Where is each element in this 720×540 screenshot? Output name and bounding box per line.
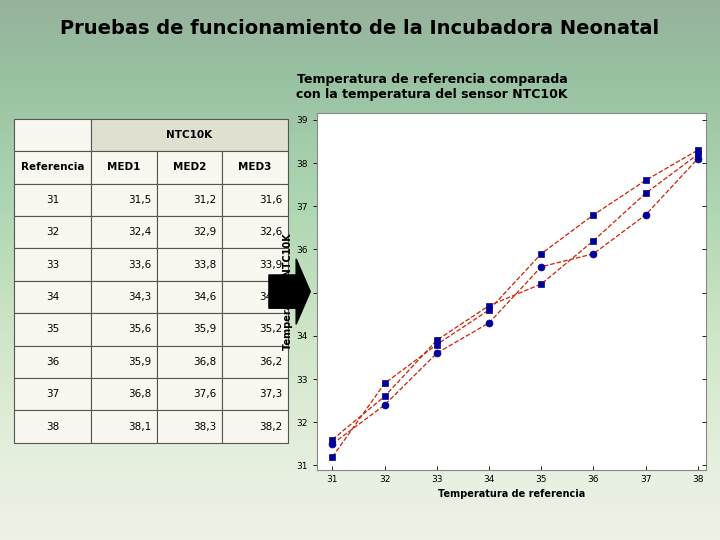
Bar <box>157 248 222 281</box>
Bar <box>222 281 288 313</box>
Text: NTC10K: NTC10K <box>166 130 212 140</box>
X-axis label: Temperatura de referencia: Temperatura de referencia <box>438 489 585 499</box>
Text: 36,8: 36,8 <box>194 357 217 367</box>
Text: 34,3: 34,3 <box>128 292 151 302</box>
Text: 31,5: 31,5 <box>128 195 151 205</box>
Text: 33,9: 33,9 <box>259 260 282 269</box>
Bar <box>14 378 91 410</box>
Text: 35: 35 <box>46 325 59 334</box>
Bar <box>14 346 91 378</box>
Text: 33,8: 33,8 <box>194 260 217 269</box>
Bar <box>14 151 91 184</box>
Bar <box>91 410 157 443</box>
Bar <box>222 378 288 410</box>
Text: 35,9: 35,9 <box>194 325 217 334</box>
Bar <box>91 151 157 184</box>
Text: Temperatura de referencia comparada
con la temperatura del sensor NTC10K: Temperatura de referencia comparada con … <box>296 73 568 101</box>
Text: 32,6: 32,6 <box>259 227 282 237</box>
Bar <box>157 216 222 248</box>
Text: 36: 36 <box>46 357 59 367</box>
Text: 37,3: 37,3 <box>259 389 282 399</box>
Bar <box>157 378 222 410</box>
Bar <box>91 248 157 281</box>
Text: MED1: MED1 <box>107 163 140 172</box>
Bar <box>91 119 288 151</box>
Text: 37,6: 37,6 <box>194 389 217 399</box>
Text: 32: 32 <box>46 227 59 237</box>
Text: 38,1: 38,1 <box>128 422 151 431</box>
Bar <box>91 313 157 346</box>
Text: 31: 31 <box>46 195 59 205</box>
Bar <box>222 346 288 378</box>
Bar <box>91 346 157 378</box>
Text: 34,6: 34,6 <box>194 292 217 302</box>
Bar <box>14 410 91 443</box>
Text: 38,2: 38,2 <box>259 422 282 431</box>
Text: 33: 33 <box>46 260 59 269</box>
Bar <box>91 378 157 410</box>
Text: 31,6: 31,6 <box>259 195 282 205</box>
Text: 31,2: 31,2 <box>194 195 217 205</box>
Text: 32,9: 32,9 <box>194 227 217 237</box>
Text: 32,4: 32,4 <box>128 227 151 237</box>
Text: 36,8: 36,8 <box>128 389 151 399</box>
Text: MED2: MED2 <box>173 163 206 172</box>
Bar <box>14 281 91 313</box>
Bar <box>222 248 288 281</box>
Bar <box>14 184 91 216</box>
Bar <box>157 410 222 443</box>
Bar <box>157 346 222 378</box>
Bar <box>14 313 91 346</box>
Bar <box>157 151 222 184</box>
Bar <box>14 248 91 281</box>
Text: 34,7: 34,7 <box>259 292 282 302</box>
Bar <box>14 119 91 151</box>
Bar <box>91 184 157 216</box>
Bar <box>157 313 222 346</box>
Text: Pruebas de funcionamiento de la Incubadora Neonatal: Pruebas de funcionamiento de la Incubado… <box>60 19 660 38</box>
FancyArrow shape <box>269 259 310 324</box>
Text: MED3: MED3 <box>238 163 272 172</box>
Text: 36,2: 36,2 <box>259 357 282 367</box>
Text: 35,6: 35,6 <box>128 325 151 334</box>
Bar <box>157 184 222 216</box>
Text: 35,9: 35,9 <box>128 357 151 367</box>
Bar <box>222 410 288 443</box>
Text: Referencia: Referencia <box>21 163 84 172</box>
Y-axis label: Temperatura NTC10K: Temperatura NTC10K <box>284 233 294 350</box>
Bar <box>222 313 288 346</box>
Bar <box>91 281 157 313</box>
Bar <box>222 184 288 216</box>
Text: 33,6: 33,6 <box>128 260 151 269</box>
Bar <box>222 151 288 184</box>
Bar <box>222 216 288 248</box>
Bar <box>91 216 157 248</box>
Text: 37: 37 <box>46 389 59 399</box>
Text: 35,2: 35,2 <box>259 325 282 334</box>
Text: 34: 34 <box>46 292 59 302</box>
Bar <box>157 281 222 313</box>
Text: 38,3: 38,3 <box>194 422 217 431</box>
Bar <box>14 216 91 248</box>
Text: 38: 38 <box>46 422 59 431</box>
